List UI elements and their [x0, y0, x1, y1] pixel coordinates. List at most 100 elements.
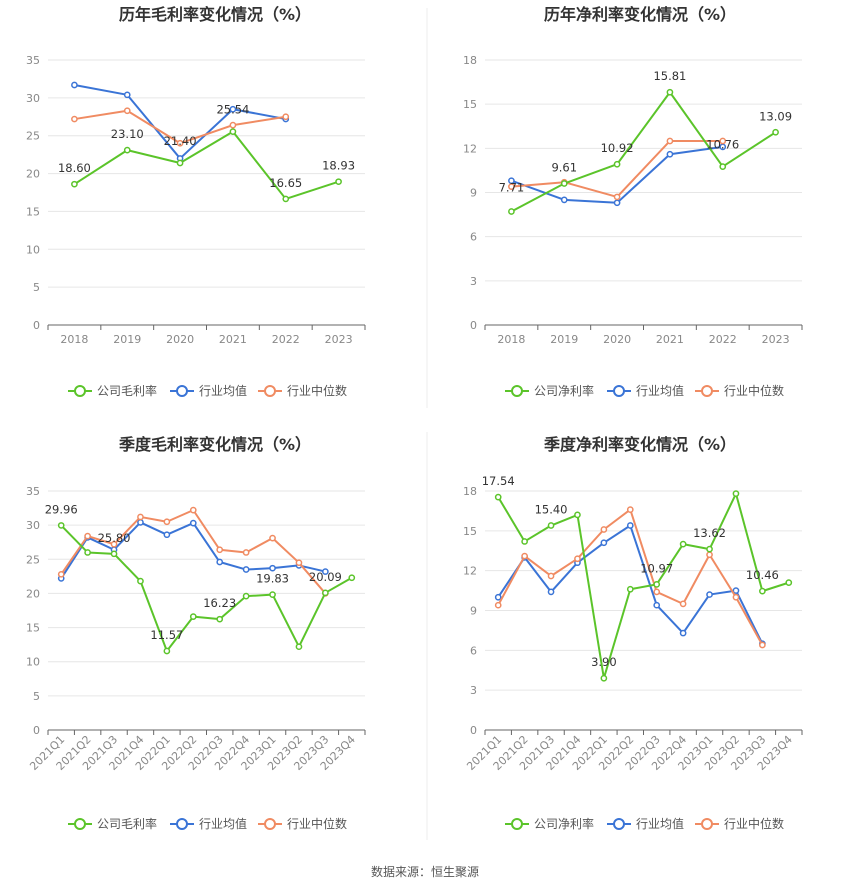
legend-item-industry-avg[interactable]: 行业均值: [607, 383, 684, 398]
data-point-company[interactable]: [57, 522, 65, 529]
data-point-industry-avg[interactable]: [626, 522, 634, 529]
data-point-industry-avg[interactable]: [189, 519, 197, 527]
data-point-industry-avg[interactable]: [547, 588, 555, 596]
data-point-industry-median[interactable]: [759, 641, 766, 649]
data-point-industry-avg[interactable]: [666, 150, 674, 158]
data-point-industry-avg[interactable]: [123, 91, 131, 99]
data-point-company[interactable]: [772, 128, 779, 136]
data-point-industry-avg[interactable]: [494, 593, 502, 601]
data-point-industry-median[interactable]: [732, 593, 740, 601]
data-label: 3.90: [591, 655, 617, 669]
legend-item-company[interactable]: 公司净利率: [505, 816, 594, 831]
legend-item-industry-avg[interactable]: 行业均值: [170, 816, 247, 831]
data-point-industry-median[interactable]: [163, 518, 171, 526]
legend-item-company[interactable]: 公司毛利率: [68, 816, 157, 831]
data-point-company[interactable]: [189, 613, 197, 620]
data-point-industry-median[interactable]: [613, 193, 621, 201]
data-point-industry-median[interactable]: [547, 572, 555, 580]
legend-item-industry-median[interactable]: 行业中位数: [258, 383, 347, 398]
data-point-industry-median[interactable]: [679, 600, 687, 608]
legend-item-industry-median[interactable]: 行业中位数: [258, 816, 347, 831]
data-point-company[interactable]: [110, 550, 118, 558]
data-point-industry-median[interactable]: [57, 570, 65, 578]
data-point-company[interactable]: [71, 180, 78, 188]
data-point-industry-median[interactable]: [653, 588, 661, 596]
data-point-company[interactable]: [335, 178, 342, 186]
data-point-industry-median[interactable]: [282, 113, 290, 121]
data-point-industry-median[interactable]: [574, 555, 581, 563]
data-point-industry-median[interactable]: [600, 526, 608, 533]
data-point-industry-median[interactable]: [295, 559, 303, 567]
data-point-company[interactable]: [282, 195, 290, 203]
data-point-company[interactable]: [508, 208, 515, 215]
data-point-industry-avg[interactable]: [137, 519, 144, 526]
data-point-company[interactable]: [216, 615, 224, 623]
legend-item-company[interactable]: 公司毛利率: [68, 383, 157, 398]
data-point-industry-median[interactable]: [71, 115, 78, 123]
data-point-industry-median[interactable]: [666, 137, 674, 145]
data-point-industry-median[interactable]: [269, 534, 276, 542]
data-point-industry-median[interactable]: [508, 183, 515, 190]
data-point-industry-avg[interactable]: [242, 566, 250, 573]
data-point-industry-avg[interactable]: [229, 105, 237, 113]
data-point-industry-avg[interactable]: [322, 568, 329, 575]
data-point-industry-avg[interactable]: [216, 558, 224, 566]
data-point-company[interactable]: [732, 490, 740, 498]
data-point-company[interactable]: [574, 511, 581, 519]
data-point-industry-median[interactable]: [176, 139, 184, 147]
data-point-industry-median[interactable]: [719, 137, 727, 145]
data-point-company[interactable]: [679, 540, 687, 548]
data-point-company[interactable]: [653, 580, 661, 588]
data-point-industry-avg[interactable]: [560, 196, 568, 204]
data-point-company[interactable]: [123, 146, 131, 154]
legend-item-company[interactable]: 公司净利率: [505, 383, 594, 398]
data-point-company[interactable]: [759, 587, 766, 595]
data-point-company[interactable]: [521, 538, 528, 545]
data-point-company[interactable]: [295, 643, 303, 651]
data-point-industry-median[interactable]: [242, 549, 250, 556]
data-point-company[interactable]: [163, 647, 171, 655]
data-point-industry-median[interactable]: [229, 121, 237, 129]
data-point-company[interactable]: [269, 591, 276, 598]
data-point-company[interactable]: [176, 159, 184, 167]
data-point-industry-median[interactable]: [216, 546, 224, 554]
data-point-company[interactable]: [242, 592, 250, 600]
data-point-industry-median[interactable]: [626, 506, 634, 513]
data-point-company[interactable]: [494, 493, 502, 501]
data-point-industry-avg[interactable]: [71, 81, 78, 89]
data-point-industry-avg[interactable]: [163, 531, 171, 539]
data-point-company[interactable]: [547, 522, 555, 529]
legend-item-industry-median[interactable]: 行业中位数: [695, 816, 784, 831]
data-point-company[interactable]: [666, 88, 674, 96]
data-point-industry-avg[interactable]: [706, 591, 713, 598]
data-point-company[interactable]: [322, 589, 329, 597]
data-point-industry-median[interactable]: [706, 551, 713, 559]
data-point-company[interactable]: [785, 579, 793, 586]
data-point-company[interactable]: [626, 585, 634, 593]
data-point-company[interactable]: [84, 549, 91, 556]
data-point-industry-median[interactable]: [84, 532, 91, 540]
data-point-industry-median[interactable]: [137, 513, 144, 521]
data-point-company[interactable]: [706, 545, 713, 553]
data-point-industry-avg[interactable]: [732, 587, 740, 594]
data-point-company[interactable]: [348, 574, 356, 582]
data-point-company[interactable]: [613, 160, 621, 168]
data-point-industry-median[interactable]: [110, 540, 118, 548]
data-point-company[interactable]: [229, 128, 237, 135]
data-point-industry-median[interactable]: [494, 601, 502, 609]
data-point-company[interactable]: [560, 180, 568, 187]
data-point-industry-avg[interactable]: [600, 539, 608, 547]
data-point-industry-avg[interactable]: [653, 601, 661, 609]
data-point-industry-median[interactable]: [123, 107, 131, 115]
data-point-industry-avg[interactable]: [679, 629, 687, 637]
data-point-industry-median[interactable]: [521, 552, 528, 560]
data-point-company[interactable]: [600, 674, 608, 682]
data-point-industry-avg[interactable]: [269, 564, 276, 572]
legend-item-industry-avg[interactable]: 行业均值: [607, 816, 684, 831]
data-point-company[interactable]: [719, 163, 727, 170]
legend-item-industry-avg[interactable]: 行业均值: [170, 383, 247, 398]
data-point-company[interactable]: [137, 577, 144, 585]
legend-item-industry-median[interactable]: 行业中位数: [695, 383, 784, 398]
data-point-industry-avg[interactable]: [613, 199, 621, 207]
data-point-industry-median[interactable]: [189, 506, 197, 514]
